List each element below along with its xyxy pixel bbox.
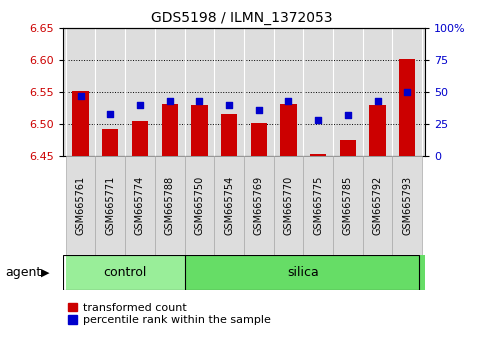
Bar xyxy=(214,156,244,255)
Bar xyxy=(303,156,333,255)
Text: GSM665775: GSM665775 xyxy=(313,176,323,235)
Point xyxy=(136,102,144,108)
Bar xyxy=(72,91,89,156)
Point xyxy=(225,102,233,108)
Point xyxy=(344,112,352,118)
Point xyxy=(284,98,292,104)
Bar xyxy=(132,121,148,156)
Text: GSM665788: GSM665788 xyxy=(165,176,175,235)
Text: GSM665785: GSM665785 xyxy=(343,176,353,235)
Text: control: control xyxy=(103,266,147,279)
Point xyxy=(374,98,382,104)
Bar xyxy=(273,156,303,255)
Bar xyxy=(280,103,297,156)
Bar xyxy=(363,156,392,255)
Text: GSM665771: GSM665771 xyxy=(105,176,115,235)
Text: ▶: ▶ xyxy=(41,268,50,278)
Bar xyxy=(66,255,185,290)
Bar xyxy=(155,156,185,255)
Bar xyxy=(251,122,267,156)
Bar xyxy=(310,154,327,156)
Point xyxy=(196,98,203,104)
Text: agent: agent xyxy=(5,266,41,279)
Bar xyxy=(392,156,422,255)
Bar xyxy=(102,129,118,156)
Point xyxy=(255,107,263,113)
Text: GSM665750: GSM665750 xyxy=(194,176,204,235)
Bar xyxy=(340,140,356,156)
Text: GSM665769: GSM665769 xyxy=(254,176,264,235)
Bar xyxy=(185,255,425,290)
Text: silica: silica xyxy=(287,266,319,279)
Bar xyxy=(221,114,237,156)
Bar xyxy=(191,105,208,156)
Bar xyxy=(96,156,125,255)
Bar xyxy=(369,105,386,156)
Point xyxy=(403,89,411,95)
Text: GSM665793: GSM665793 xyxy=(402,176,412,235)
Text: GSM665770: GSM665770 xyxy=(284,176,294,235)
Point xyxy=(314,117,322,123)
Bar xyxy=(244,156,273,255)
Text: GSM665761: GSM665761 xyxy=(76,176,85,235)
Bar xyxy=(161,103,178,156)
Bar xyxy=(66,156,96,255)
Point xyxy=(77,93,85,99)
Text: GSM665774: GSM665774 xyxy=(135,176,145,235)
Point xyxy=(166,98,173,104)
Text: GSM665792: GSM665792 xyxy=(372,176,383,235)
Bar xyxy=(125,156,155,255)
Bar xyxy=(399,59,415,156)
Text: GDS5198 / ILMN_1372053: GDS5198 / ILMN_1372053 xyxy=(151,11,332,25)
Point xyxy=(106,111,114,116)
Text: GSM665754: GSM665754 xyxy=(224,176,234,235)
Legend: transformed count, percentile rank within the sample: transformed count, percentile rank withi… xyxy=(69,303,270,325)
Bar xyxy=(333,156,363,255)
Bar xyxy=(185,156,214,255)
